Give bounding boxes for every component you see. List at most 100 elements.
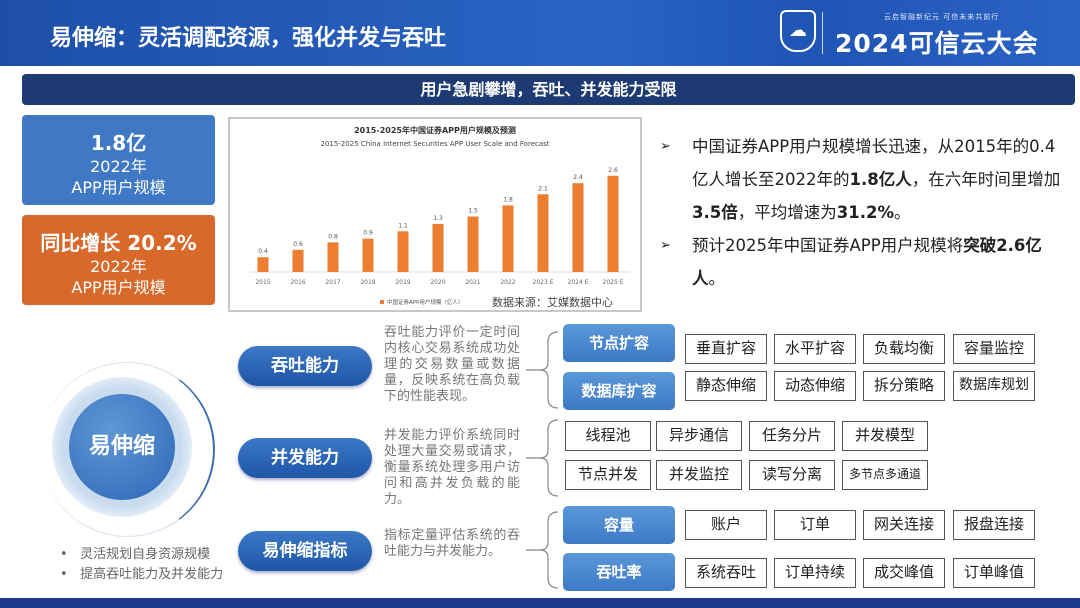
data-source: 数据来源：艾媒数据中心 (492, 295, 613, 309)
category-capacity: 容量 (563, 506, 675, 544)
data-label: 1.5 (468, 208, 478, 215)
stat-card-growth: 同比增长 20.2% 2022年 APP用户规模 (22, 215, 215, 305)
key-points: 中国证券APP用户规模增长迅速，从2015年的0.4亿人增长至2022年的1.8… (660, 130, 1070, 295)
text: ，平均增速为 (737, 203, 837, 222)
note-text: 提高吞吐能力及并发能力 (80, 567, 224, 582)
feature-tag: 读写分离 (749, 460, 835, 490)
bar (292, 249, 304, 272)
note-text: 灵活规划自身资源规模 (80, 547, 211, 562)
pill-throughput: 吞吐能力 (238, 346, 372, 386)
feature-tag: 成交峰值 (863, 558, 945, 588)
stat-label: APP用户规模 (71, 178, 166, 197)
divider (822, 12, 823, 54)
pill-concurrency: 并发能力 (238, 438, 372, 478)
text: 。 (893, 203, 911, 222)
feature-tag: 账户 (685, 510, 767, 540)
bar (502, 205, 514, 272)
bar (257, 257, 269, 272)
center-label: 易伸缩 (69, 394, 175, 500)
data-label: 1.8 (503, 196, 513, 203)
x-tick-label: 2023 E (533, 279, 554, 286)
feature-tag: 水平扩容 (774, 334, 856, 364)
feature-tag: 动态伸缩 (774, 371, 856, 401)
legend-label: 中国证券APP用户规模（亿人） (387, 298, 463, 306)
category-node-scaling: 节点扩容 (563, 324, 675, 362)
brace-icon (526, 419, 559, 497)
stat-label: APP用户规模 (71, 278, 166, 297)
center-circle: 易伸缩 (52, 377, 192, 517)
event-title: 2024可信云大会 (835, 29, 1039, 58)
text: 。 (708, 269, 726, 288)
stat-card-users: 1.8亿 2022年 APP用户规模 (22, 115, 215, 205)
feature-tag: 并发模型 (842, 421, 928, 451)
desc-throughput: 吞吐能力评价一定时间内核心交易系统成功处理的交易数量或数据量，反映系统在高负载下… (384, 325, 520, 404)
data-label: 0.6 (293, 241, 303, 248)
brace-icon (526, 511, 559, 589)
x-tick-label: 2017 (325, 279, 340, 286)
note-1: • 灵活规划自身资源规模 (60, 547, 211, 562)
x-tick-label: 2024 E (568, 279, 589, 286)
feature-tag: 垂直扩容 (685, 334, 767, 364)
bar (362, 238, 374, 272)
stat-year: 2022年 (90, 157, 147, 176)
section-banner: 用户急剧攀增，吞吐、并发能力受限 (22, 74, 1075, 105)
category-throughput-rate: 吞吐率 (563, 553, 675, 591)
decorative-arc (40, 362, 215, 537)
feature-tag: 网关连接 (863, 510, 945, 540)
data-label: 1.1 (398, 222, 408, 229)
desc-elastic-metrics: 指标定量评估系统的吞吐能力与并发能力。 (384, 528, 520, 559)
bullet-1: 中国证券APP用户规模增长迅速，从2015年的0.4亿人增长至2022年的1.8… (660, 130, 1070, 229)
footer-bar (0, 598, 1080, 608)
chart-svg: 2015-2025年中国证券APP用户规模及预测 2015-2025 China… (250, 125, 630, 309)
bar (537, 194, 549, 272)
feature-tag: 任务分片 (749, 421, 835, 451)
bar (572, 183, 584, 272)
x-tick-label: 2021 (465, 279, 480, 286)
x-tick-label: 2015 (255, 279, 270, 286)
x-tick-label: 2018 (360, 279, 375, 286)
chart-title: 2015-2025年中国证券APP用户规模及预测 (354, 125, 516, 135)
x-tick-label: 2019 (395, 279, 410, 286)
pill-elastic-metrics: 易伸缩指标 (238, 531, 372, 571)
feature-tag: 系统吞吐 (685, 558, 767, 588)
chart-subtitle: 2015-2025 China Internet Securities APP … (320, 140, 549, 148)
text: ，在六年时间里增加 (911, 170, 1061, 189)
feature-tag: 多节点多通道 (842, 460, 928, 490)
data-label: 0.8 (328, 233, 338, 240)
desc-concurrency: 并发能力评价系统同时处理大量交易或请求，衡量系统处理多用户访问和高并发负载的能力… (384, 428, 520, 507)
data-label: 2.4 (573, 174, 583, 181)
user-scale-chart: 2015-2025年中国证券APP用户规模及预测 2015-2025 China… (228, 117, 642, 312)
stat-year: 2022年 (90, 257, 147, 276)
x-tick-label: 2025 E (603, 279, 624, 286)
brace-icon (526, 331, 559, 409)
feature-tag: 订单 (774, 510, 856, 540)
highlight: 31.2% (836, 203, 894, 222)
highlight: 突破2.6亿人 (692, 236, 1042, 288)
header: 易伸缩：灵活调配资源，强化并发与吞吐 ☁ 云启智融新纪元 可信未来共前行 202… (0, 0, 1080, 66)
feature-tag: 数据库规划 (953, 371, 1035, 401)
text: 中国证券APP用户规模增长迅速，从2015年的0.4亿人增长至2022年的 (692, 137, 1056, 189)
feature-tag: 报盘连接 (953, 510, 1035, 540)
bullet-2: 预计2025年中国证券APP用户规模将突破2.6亿人。 (660, 229, 1070, 295)
feature-tag: 拆分策略 (863, 371, 945, 401)
cloud-shield-logo-icon: ☁ (780, 10, 816, 52)
bar (607, 175, 619, 272)
note-2: • 提高吞吐能力及并发能力 (60, 567, 224, 582)
feature-tag: 容量监控 (953, 334, 1035, 364)
bar (327, 242, 339, 272)
bar (432, 223, 444, 272)
bar (467, 216, 479, 272)
feature-tag: 线程池 (565, 421, 651, 451)
highlight: 1.8亿人 (849, 170, 912, 189)
data-label: 1.3 (433, 215, 443, 222)
x-tick-label: 2016 (290, 279, 305, 286)
text: 预计2025年中国证券APP用户规模将 (692, 236, 964, 255)
feature-tag: 订单持续 (774, 558, 856, 588)
stat-value: 同比增长 20.2% (40, 231, 197, 255)
legend-swatch (380, 300, 384, 304)
category-db-scaling: 数据库扩容 (563, 372, 675, 410)
feature-tag: 并发监控 (656, 460, 742, 490)
feature-tag: 静态伸缩 (685, 371, 767, 401)
data-label: 2.1 (538, 185, 548, 192)
page-title: 易伸缩：灵活调配资源，强化并发与吞吐 (50, 26, 447, 51)
